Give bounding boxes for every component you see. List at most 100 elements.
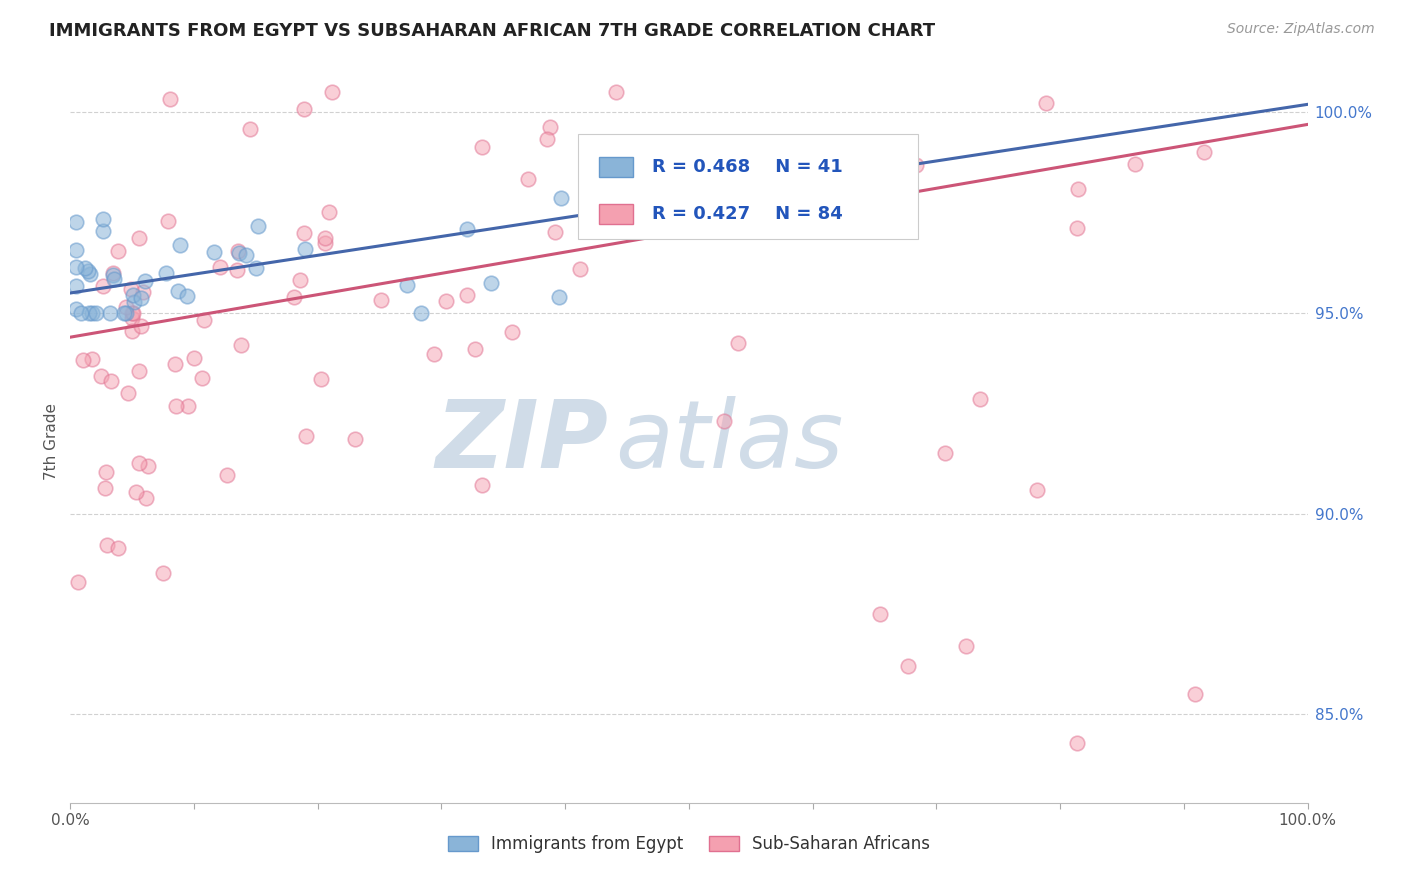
Text: Source: ZipAtlas.com: Source: ZipAtlas.com xyxy=(1227,22,1375,37)
Point xyxy=(121,310,143,325)
Point xyxy=(1026,483,1049,498)
Point xyxy=(295,429,318,443)
Point xyxy=(169,238,191,252)
Point xyxy=(245,260,267,275)
Point xyxy=(165,357,187,371)
Point xyxy=(132,285,155,299)
Text: IMMIGRANTS FROM EGYPT VS SUBSAHARAN AFRICAN 7TH GRADE CORRELATION CHART: IMMIGRANTS FROM EGYPT VS SUBSAHARAN AFRI… xyxy=(49,22,935,40)
Point xyxy=(65,302,87,317)
Point xyxy=(82,306,104,320)
Point xyxy=(167,284,190,298)
Point xyxy=(112,306,135,320)
Point xyxy=(134,274,156,288)
Point xyxy=(713,413,735,427)
Point xyxy=(955,640,977,654)
Point xyxy=(122,294,145,309)
FancyBboxPatch shape xyxy=(578,135,918,239)
Text: R = 0.468    N = 41: R = 0.468 N = 41 xyxy=(652,158,842,176)
Point xyxy=(568,262,591,277)
Point xyxy=(77,264,100,278)
Point xyxy=(75,260,97,275)
Point xyxy=(226,244,249,259)
Point xyxy=(229,337,252,351)
Point xyxy=(1192,145,1215,159)
Point xyxy=(246,219,269,233)
Point xyxy=(318,204,340,219)
Point xyxy=(434,294,457,309)
Point xyxy=(283,290,305,304)
Point xyxy=(1035,95,1057,110)
Point xyxy=(550,191,572,205)
Point xyxy=(91,212,114,227)
Text: atlas: atlas xyxy=(614,396,844,487)
Point xyxy=(605,86,627,100)
Point xyxy=(128,231,150,245)
Point xyxy=(456,222,478,236)
Point xyxy=(183,351,205,366)
Point xyxy=(191,371,214,385)
Point xyxy=(370,293,392,308)
Point xyxy=(456,288,478,302)
Point xyxy=(544,225,567,239)
Point xyxy=(225,263,247,277)
Point xyxy=(344,432,367,446)
Point xyxy=(592,190,614,204)
Point xyxy=(292,103,315,117)
Point xyxy=(202,244,225,259)
Point xyxy=(501,325,523,339)
Point xyxy=(969,392,991,407)
Point xyxy=(727,335,749,350)
FancyBboxPatch shape xyxy=(599,157,633,178)
Point xyxy=(120,282,142,296)
Point xyxy=(94,481,117,495)
Point xyxy=(176,289,198,303)
Point xyxy=(65,278,87,293)
Point xyxy=(516,172,538,186)
Point xyxy=(869,607,891,622)
Point xyxy=(96,465,118,479)
Point xyxy=(82,352,104,367)
Point xyxy=(157,214,180,228)
Point xyxy=(90,368,112,383)
Point xyxy=(122,288,145,302)
Point xyxy=(129,318,152,333)
Point xyxy=(294,242,316,256)
Point xyxy=(1067,182,1090,196)
Point xyxy=(209,260,232,274)
Point xyxy=(540,120,562,134)
Point xyxy=(117,385,139,400)
Legend: Immigrants from Egypt, Sub-Saharan Africans: Immigrants from Egypt, Sub-Saharan Afric… xyxy=(441,828,936,860)
Point xyxy=(155,266,177,280)
Point xyxy=(103,272,125,286)
Point xyxy=(409,306,432,320)
Point xyxy=(159,92,181,106)
Point xyxy=(121,306,143,320)
Point xyxy=(98,306,121,320)
Text: ZIP: ZIP xyxy=(436,395,609,488)
Point xyxy=(65,243,87,257)
Point xyxy=(471,477,494,491)
Point xyxy=(100,374,122,388)
Point xyxy=(904,158,927,172)
Point xyxy=(215,468,238,483)
Point xyxy=(65,215,87,229)
Point xyxy=(176,399,198,413)
Point xyxy=(1125,157,1147,171)
Point xyxy=(314,236,336,251)
Point xyxy=(128,364,150,378)
Point xyxy=(1184,688,1206,702)
Point xyxy=(107,244,129,259)
Point xyxy=(547,290,569,304)
Point xyxy=(65,260,87,274)
Point xyxy=(72,352,94,367)
Point xyxy=(101,268,124,282)
Point xyxy=(115,306,138,320)
Point xyxy=(128,456,150,470)
Point xyxy=(778,205,800,219)
Point xyxy=(67,574,90,589)
Point xyxy=(114,300,136,314)
Point xyxy=(288,273,311,287)
Point xyxy=(470,139,492,153)
Point xyxy=(193,313,215,327)
Point xyxy=(1066,736,1088,750)
